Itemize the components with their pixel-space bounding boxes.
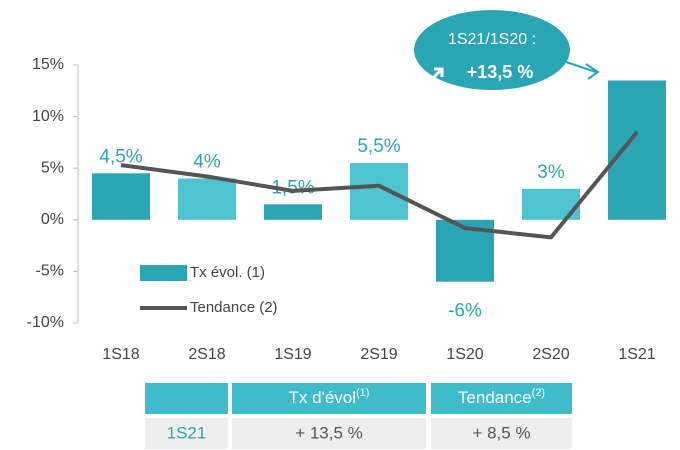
- header-note: (2): [532, 387, 545, 399]
- bar: [350, 163, 408, 220]
- bar: [608, 80, 666, 220]
- header-text: Tx d'évol: [289, 388, 357, 407]
- table-cell: [232, 418, 426, 449]
- table-header: Tendance(2): [458, 387, 545, 408]
- x-tick-label: 2S20: [532, 346, 569, 363]
- legend-swatch: [140, 265, 187, 281]
- callout-value: +13,5 %: [467, 62, 534, 82]
- value-label: 3%: [537, 162, 565, 183]
- header-text: Tendance: [458, 388, 532, 407]
- value-label: -6%: [448, 301, 482, 322]
- value-label: 5,5%: [357, 136, 400, 157]
- y-tick-label: -10%: [27, 314, 64, 331]
- table-header-cell: [431, 383, 572, 414]
- value-label: 4,5%: [99, 146, 142, 167]
- value-label: 4%: [193, 152, 221, 173]
- x-tick-label: 1S20: [446, 346, 483, 363]
- table-cell: [145, 418, 228, 449]
- bar: [178, 178, 236, 220]
- x-tick-label: 1S18: [102, 346, 139, 363]
- table-corner: [145, 383, 228, 414]
- x-tick-label: 2S19: [360, 346, 397, 363]
- callout-title: 1S21/1S20 :: [448, 31, 536, 48]
- y-tick-label: 10%: [32, 108, 64, 125]
- header-note: (1): [356, 387, 369, 399]
- table-cell-text: 1S21: [167, 423, 207, 442]
- trend-line: [120, 130, 639, 240]
- callout-pointer: [565, 61, 600, 80]
- table-cell: [431, 418, 572, 449]
- legend-label: Tx évol. (1): [190, 264, 265, 281]
- x-tick-label: 1S21: [618, 346, 655, 363]
- callout-bubble: [414, 10, 570, 90]
- value-label: 1,5%: [271, 177, 314, 198]
- x-tick-label: 2S18: [188, 346, 225, 363]
- table-cell-text: + 13,5 %: [295, 423, 363, 442]
- up-arrow-icon: [429, 67, 444, 82]
- y-tick-label: 5%: [41, 159, 64, 176]
- table-cell-text: + 8,5 %: [472, 423, 530, 442]
- y-tick-label: 0%: [41, 211, 64, 228]
- bar: [264, 204, 322, 220]
- y-tick-label: -5%: [36, 263, 64, 280]
- legend-label: Tendance (2): [190, 299, 278, 316]
- table-header: Tx d'évol(1): [289, 387, 370, 408]
- table-header-cell: [232, 383, 426, 414]
- y-tick-label: 15%: [32, 56, 64, 73]
- x-tick-label: 1S19: [274, 346, 311, 363]
- bar: [92, 173, 150, 220]
